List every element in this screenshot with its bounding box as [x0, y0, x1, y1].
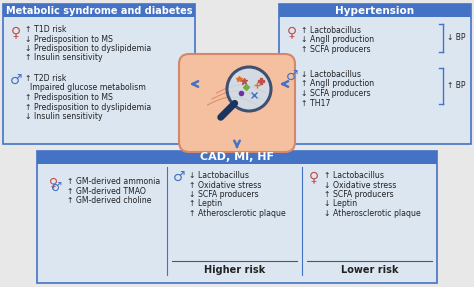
Text: ↑ GM-derived ammonia: ↑ GM-derived ammonia [67, 177, 160, 186]
Text: ↓ BP: ↓ BP [447, 34, 465, 42]
Text: ↓ Insulin sensitivity: ↓ Insulin sensitivity [25, 112, 103, 121]
Text: ↑ SCFA producers: ↑ SCFA producers [324, 190, 393, 199]
Text: ↑ Insulin sensitivity: ↑ Insulin sensitivity [25, 53, 103, 63]
Text: ↓ AngII production: ↓ AngII production [301, 36, 374, 44]
Text: ↑ GM-derived TMAO: ↑ GM-derived TMAO [67, 187, 146, 195]
FancyBboxPatch shape [179, 54, 295, 152]
Text: ♀: ♀ [49, 177, 59, 189]
Text: Impaired glucose metabolism: Impaired glucose metabolism [25, 84, 146, 92]
FancyBboxPatch shape [37, 151, 437, 283]
Text: ♀: ♀ [11, 25, 21, 39]
Text: ↓ Leptin: ↓ Leptin [324, 199, 357, 208]
Text: ↓ Predisposition to MS: ↓ Predisposition to MS [25, 34, 113, 44]
Text: ↑ Oxidative stress: ↑ Oxidative stress [189, 181, 261, 189]
Text: ↑ AngII production: ↑ AngII production [301, 79, 374, 88]
Text: ↑ Predisposition to MS: ↑ Predisposition to MS [25, 93, 113, 102]
Text: ↑ Predisposition to dyslipidemia: ↑ Predisposition to dyslipidemia [25, 102, 151, 112]
Text: ↑ Leptin: ↑ Leptin [189, 199, 222, 208]
Text: ↓ Predisposition to dyslipidemia: ↓ Predisposition to dyslipidemia [25, 44, 151, 53]
Text: CAD, MI, HF: CAD, MI, HF [200, 152, 274, 162]
Text: ↓ Oxidative stress: ↓ Oxidative stress [324, 181, 396, 189]
Text: Lower risk: Lower risk [341, 265, 398, 275]
Text: ↑ Lactobacillus: ↑ Lactobacillus [324, 171, 384, 180]
FancyBboxPatch shape [279, 4, 471, 144]
Text: ♀: ♀ [309, 170, 319, 184]
Circle shape [227, 67, 271, 111]
FancyBboxPatch shape [279, 4, 471, 17]
Text: ↑ TH17: ↑ TH17 [301, 98, 330, 108]
Text: ♀: ♀ [287, 25, 297, 39]
FancyBboxPatch shape [3, 4, 195, 144]
Text: ↓ SCFA producers: ↓ SCFA producers [301, 89, 371, 98]
Text: Higher risk: Higher risk [204, 265, 265, 275]
Text: ↑ Atherosclerotic plaque: ↑ Atherosclerotic plaque [189, 209, 286, 218]
Text: ↑ T2D risk: ↑ T2D risk [25, 74, 66, 83]
FancyBboxPatch shape [3, 4, 195, 17]
Text: Metabolic syndrome and diabetes: Metabolic syndrome and diabetes [6, 5, 192, 15]
Text: ↑ T1D risk: ↑ T1D risk [25, 25, 66, 34]
Text: ↑ SCFA producers: ↑ SCFA producers [301, 45, 371, 54]
Text: ♂: ♂ [51, 181, 63, 193]
Text: ↓ Lactobacillus: ↓ Lactobacillus [301, 70, 361, 79]
Text: ↓ Lactobacillus: ↓ Lactobacillus [189, 171, 249, 180]
Text: ↑ Lactobacillus: ↑ Lactobacillus [301, 26, 361, 35]
Text: ♂: ♂ [173, 170, 185, 184]
Text: ♂: ♂ [10, 73, 22, 87]
FancyBboxPatch shape [37, 151, 437, 164]
Text: ♂: ♂ [286, 69, 298, 83]
Text: ↓ SCFA producers: ↓ SCFA producers [189, 190, 259, 199]
Text: Hypertension: Hypertension [336, 5, 415, 15]
Text: ↓ Atherosclerotic plaque: ↓ Atherosclerotic plaque [324, 209, 421, 218]
Text: ↑ GM-derived choline: ↑ GM-derived choline [67, 196, 152, 205]
Text: ↑ BP: ↑ BP [447, 82, 465, 90]
